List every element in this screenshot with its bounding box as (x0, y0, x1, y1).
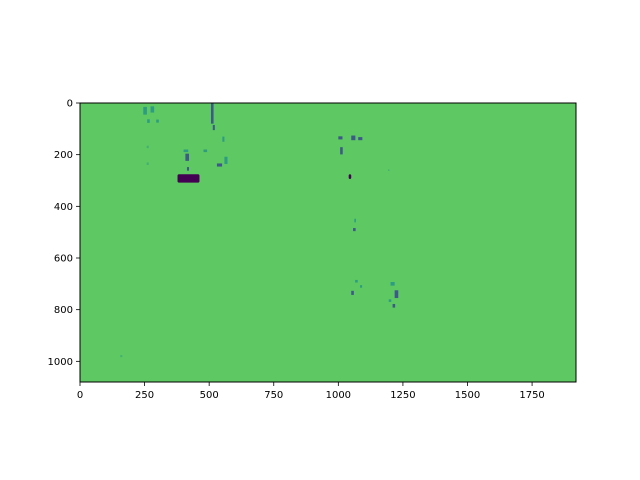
heatmap-feature (348, 174, 352, 179)
plot-frame (79, 102, 577, 383)
heatmap-feature (216, 163, 223, 167)
heatmap-image (80, 103, 576, 382)
heatmap-feature (224, 156, 228, 164)
heatmap-feature (338, 136, 343, 140)
heatmap-feature (146, 162, 149, 165)
x-tick-label: 1000 (326, 390, 351, 401)
heatmap-feature (387, 169, 390, 171)
x-tick-label: 500 (200, 390, 219, 401)
heatmap-feature (360, 285, 363, 288)
heatmap-feature (388, 299, 392, 302)
heatmap-feature (358, 137, 363, 141)
heatmap-feature (150, 106, 155, 113)
heatmap-feature (355, 279, 358, 283)
axis-ticks: 0 250 500 750 1000 1250 1500 1750 0 200 400 600 800 1… (48, 99, 545, 402)
heatmap-feature (354, 218, 356, 223)
y-tick-label: 0 (67, 99, 73, 110)
heatmap-feature (212, 124, 215, 131)
heatmap-feature (177, 174, 200, 183)
heatmap-feature (394, 290, 399, 299)
x-tick-label: 1500 (455, 390, 480, 401)
heatmap-feature (146, 145, 149, 149)
heatmap-feature (186, 167, 190, 171)
heatmap-feature (351, 135, 356, 141)
heatmap-feature (156, 119, 159, 123)
heatmap-feature (210, 103, 214, 124)
heatmap-feature (185, 153, 190, 161)
heatmap-feature (353, 228, 356, 232)
x-tick-label: 0 (77, 390, 83, 401)
y-tick-label: 400 (54, 202, 73, 213)
heatmap-feature (203, 149, 208, 153)
heatmap-feature (147, 119, 150, 123)
y-tick-label: 600 (54, 254, 73, 265)
heatmap-feature (390, 282, 395, 286)
heatmap-feature (340, 147, 343, 155)
heatmap-feature (143, 106, 147, 115)
heatmap-feature (392, 303, 396, 308)
x-tick-label: 250 (135, 390, 154, 401)
heatmap-feature (183, 149, 189, 153)
y-tick-label: 200 (54, 150, 73, 161)
heatmap-background (80, 103, 576, 382)
x-tick-label: 1250 (390, 390, 415, 401)
heatmap-feature (222, 136, 225, 142)
x-tick-label: 1750 (519, 390, 544, 401)
heatmap-feature (351, 290, 354, 295)
y-tick-label: 1000 (48, 357, 73, 368)
y-tick-label: 800 (54, 305, 73, 316)
x-tick-label: 750 (264, 390, 283, 401)
heatmap-feature (120, 355, 123, 358)
